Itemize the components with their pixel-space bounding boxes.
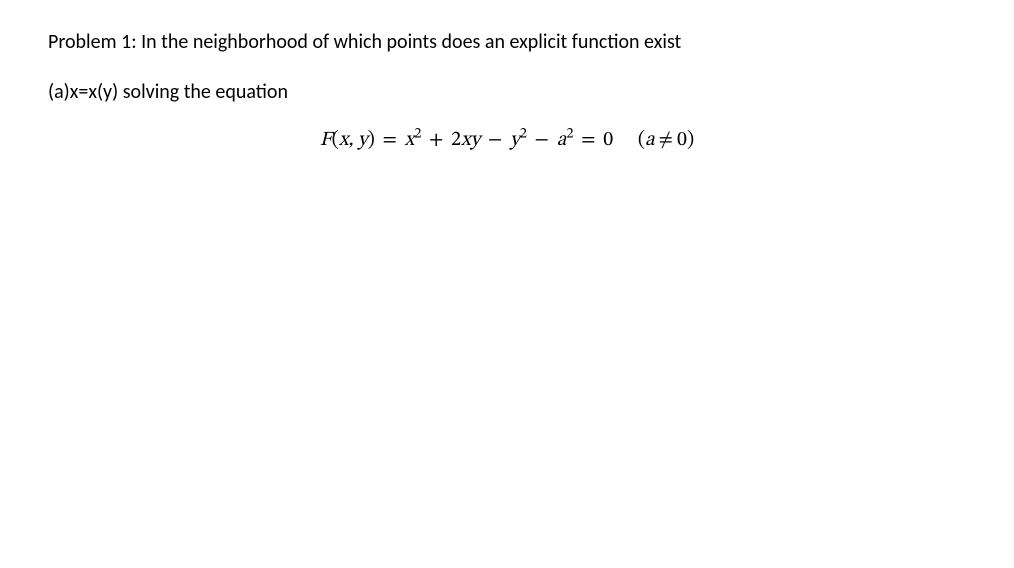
equation-term3: y2	[510, 130, 527, 150]
equation-term4: a2	[557, 130, 574, 150]
equation-condition: (a≠0)	[638, 130, 694, 150]
equation-function-name: F	[320, 130, 332, 150]
equation-term1: x2	[405, 130, 422, 150]
equation-args: x, y	[339, 130, 368, 150]
equation-rhs: 0	[603, 130, 613, 150]
problem-title: Problem 1: In the neighborhood of which …	[48, 28, 966, 56]
equation-term2: 2xy	[451, 130, 480, 150]
problem-part-a: (a)x=x(y) solving the equation	[48, 78, 966, 106]
equation-display: F(x, y) = x2 + 2xy − y2 − a2 = 0 (a≠0)	[48, 124, 966, 156]
